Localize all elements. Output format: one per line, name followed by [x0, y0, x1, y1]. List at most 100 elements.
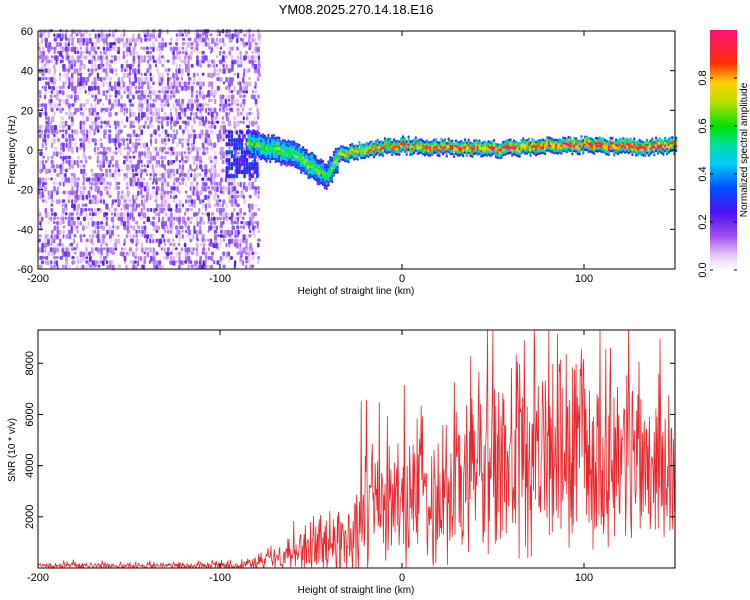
spectrogram-cell [106, 181, 109, 185]
spectrogram-cell [56, 255, 59, 259]
colorbar-tick-label: 0.0 [697, 262, 709, 277]
spectrogram-cell [278, 154, 281, 158]
spectrogram-cell [358, 153, 361, 157]
spectrogram-cell [52, 186, 57, 192]
spectrogram-cell [82, 168, 86, 174]
spectrogram-cell [42, 155, 45, 159]
spectrogram-cell [239, 181, 242, 188]
spectrogram-cell [120, 77, 124, 83]
spectrogram-cell [516, 141, 519, 145]
spectrogram-cell [574, 139, 578, 143]
spectrogram-cell [281, 151, 285, 155]
spectrogram-cell [158, 90, 161, 94]
spectrogram-cell [248, 59, 252, 64]
spectrogram-cell [618, 148, 621, 152]
spectrogram-cell [47, 133, 50, 139]
spectrogram-cell [318, 159, 321, 163]
spectrogram-cell [155, 238, 159, 243]
spectrogram-cell [285, 156, 288, 160]
spectrogram-cell [67, 125, 71, 131]
spectrogram-cell [287, 152, 290, 156]
spectrogram-cell [163, 142, 168, 146]
spectrogram-cell [184, 255, 188, 262]
colorbar-tick-label: 0.4 [697, 166, 709, 181]
spectrogram-cell [380, 153, 383, 156]
spectrogram-cell [238, 138, 241, 143]
spectrogram-cell [520, 146, 523, 150]
spectrogram-cell [113, 81, 117, 87]
spectrogram-cell [88, 107, 91, 113]
spectrogram-cell [522, 137, 525, 141]
spectrogram-cell [219, 234, 223, 238]
spectrogram-cell [529, 143, 532, 147]
spectrogram-cell [193, 133, 197, 140]
spectrogram-cell [301, 161, 305, 165]
spectrogram-cell [184, 120, 188, 126]
spectrogram-cell [300, 153, 303, 156]
spectrogram-cell [214, 190, 218, 196]
spectrogram-cell [249, 216, 252, 222]
spectrogram-cell [181, 159, 186, 164]
spectrogram-cell [281, 141, 285, 145]
spectrogram-cell [242, 234, 246, 240]
spectrogram-cell [175, 46, 178, 51]
spectrogram-cell [442, 144, 445, 148]
spectrogram-cell [675, 146, 678, 150]
spectrogram-cell [158, 164, 162, 168]
spectrogram-cell [119, 212, 124, 217]
spectrogram-cell [80, 238, 83, 243]
spectrogram-cell [77, 59, 80, 63]
spectrogram-cell [166, 168, 171, 174]
spectrogram-cell [241, 107, 244, 112]
spectrogram-cell [611, 141, 614, 145]
spectrogram-cell [316, 174, 319, 178]
spectrogram-cell [58, 98, 62, 103]
spectrogram-cell [605, 139, 608, 143]
spectrogram-cell [558, 140, 561, 144]
spectrogram-cell [52, 151, 56, 157]
spectrogram-cell [199, 111, 203, 118]
spectrogram-cell [77, 77, 80, 83]
colorbar-label: Normalized spectral amplitude [739, 82, 750, 217]
spectrogram-cell [123, 247, 127, 251]
spectrogram-cell [474, 146, 477, 150]
spectrogram-cell [175, 111, 178, 117]
spectrogram-cell [356, 157, 359, 161]
spectrogram-cell [222, 103, 225, 109]
spectrogram-cell [236, 103, 239, 107]
spectrogram-cell [50, 142, 53, 149]
spectrogram-cell [70, 33, 73, 38]
spectrogram-cell [50, 129, 54, 135]
spectrogram-cell [294, 144, 297, 148]
spectrogram-cell [236, 181, 240, 187]
spectrogram-cell [496, 153, 499, 157]
spectrogram-cell [126, 212, 129, 218]
spectrogram-cell [254, 177, 257, 183]
spectrogram-cell [94, 94, 97, 100]
spectrogram-cell [213, 63, 216, 69]
spectrogram-cell [240, 37, 243, 42]
spectrogram-cell [318, 180, 321, 183]
spectrogram-cell [138, 133, 141, 138]
spectrogram-cell [609, 149, 612, 153]
spectrogram-cell [252, 147, 255, 151]
spectrogram-cell [88, 238, 91, 243]
spectrogram-cell [140, 186, 143, 193]
spectrogram-cell [106, 159, 109, 165]
spectrogram-cell [567, 146, 570, 149]
spectrogram-cell [527, 137, 530, 141]
spectrogram-cell [416, 142, 419, 145]
spectrogram-cell [90, 207, 94, 213]
spectrogram-cell [507, 151, 510, 155]
spectrogram-cell [96, 98, 100, 105]
spectrogram-cell [281, 138, 285, 142]
spectrogram-cell [491, 150, 494, 154]
spectrogram-cell [49, 103, 53, 109]
spectrogram-cell [263, 150, 266, 153]
spectrogram-cell [209, 221, 213, 226]
spectrogram-cell [425, 144, 428, 148]
spectrogram-cell [38, 247, 42, 253]
spectrogram-cell [493, 146, 496, 150]
spectrogram-cell [311, 174, 314, 178]
spectrogram-cell [665, 142, 669, 146]
